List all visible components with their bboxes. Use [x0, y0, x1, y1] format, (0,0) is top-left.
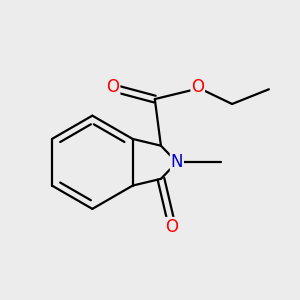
Text: O: O — [166, 218, 178, 236]
Text: N: N — [171, 153, 183, 171]
Text: O: O — [191, 78, 204, 96]
Text: O: O — [106, 78, 120, 96]
